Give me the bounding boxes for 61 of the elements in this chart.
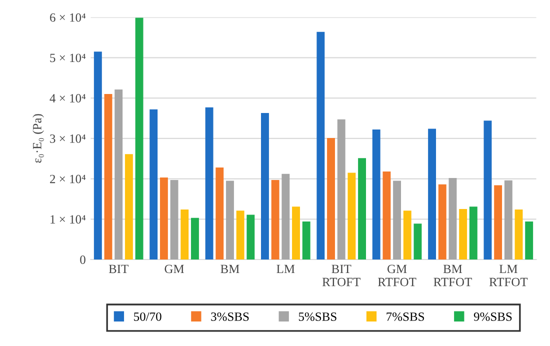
bar (414, 224, 422, 260)
bar (94, 52, 102, 260)
bar (448, 178, 457, 260)
bar (438, 184, 446, 260)
bar (282, 174, 290, 260)
bar (316, 32, 325, 260)
y-tick-label: 3 × 10⁴ (50, 134, 86, 143)
x-tick-label: BM (220, 264, 240, 274)
x-tick-label: LM RTFOT (489, 264, 528, 286)
bar (160, 178, 168, 260)
x-tick-label: GM RTFOT (378, 264, 416, 286)
bar (494, 185, 502, 260)
bar (372, 130, 380, 260)
bar (484, 120, 492, 260)
x-tick-label: BIT RTOFT (322, 264, 360, 286)
bar (459, 209, 468, 260)
x-tick-label: BIT (108, 264, 128, 274)
bar (135, 18, 144, 260)
bar (236, 210, 244, 260)
bar (514, 209, 523, 260)
y-tick-label: 2 × 10⁴ (50, 174, 86, 184)
y-tick-label: 5 × 10⁴ (50, 54, 86, 62)
x-tick-label: LM (276, 264, 295, 274)
bar (271, 180, 280, 260)
bar (292, 206, 300, 260)
legend-label: 9%SBS (474, 312, 512, 321)
bar (216, 167, 224, 260)
bar (302, 222, 310, 260)
legend-label: 5%SBS (298, 312, 336, 321)
bar (260, 112, 269, 260)
bar (327, 138, 335, 260)
bar (428, 128, 436, 260)
y-tick-label: 0 (80, 256, 86, 264)
bar (150, 109, 158, 260)
bar (382, 172, 391, 260)
bar (104, 94, 112, 260)
bar (358, 158, 366, 260)
bar (348, 172, 356, 260)
legend-label: 50/70 (134, 312, 162, 321)
bar (504, 180, 512, 260)
bar (337, 119, 346, 260)
x-tick-label: GM (164, 264, 184, 274)
y-axis-title: ε₀·E₀ (Pa) (32, 114, 44, 163)
x-tick-label: BM RTFOT (434, 264, 472, 286)
y-tick-label: 4 × 10⁴ (50, 94, 86, 102)
bar (226, 180, 234, 260)
bar (525, 222, 534, 260)
bar (469, 206, 478, 260)
bar (170, 180, 178, 260)
legend-label: 7%SBS (386, 312, 424, 321)
legend-label: 3%SBS (211, 312, 249, 321)
y-tick-label: 6 × 10⁴ (50, 13, 86, 22)
bar (124, 154, 133, 260)
bar (246, 214, 255, 260)
bar (180, 209, 189, 260)
y-tick-label: 1 × 10⁴ (50, 215, 86, 224)
bar (114, 90, 123, 260)
bar (403, 210, 412, 260)
bar (393, 180, 402, 260)
bar (205, 107, 214, 260)
bar (190, 218, 199, 260)
